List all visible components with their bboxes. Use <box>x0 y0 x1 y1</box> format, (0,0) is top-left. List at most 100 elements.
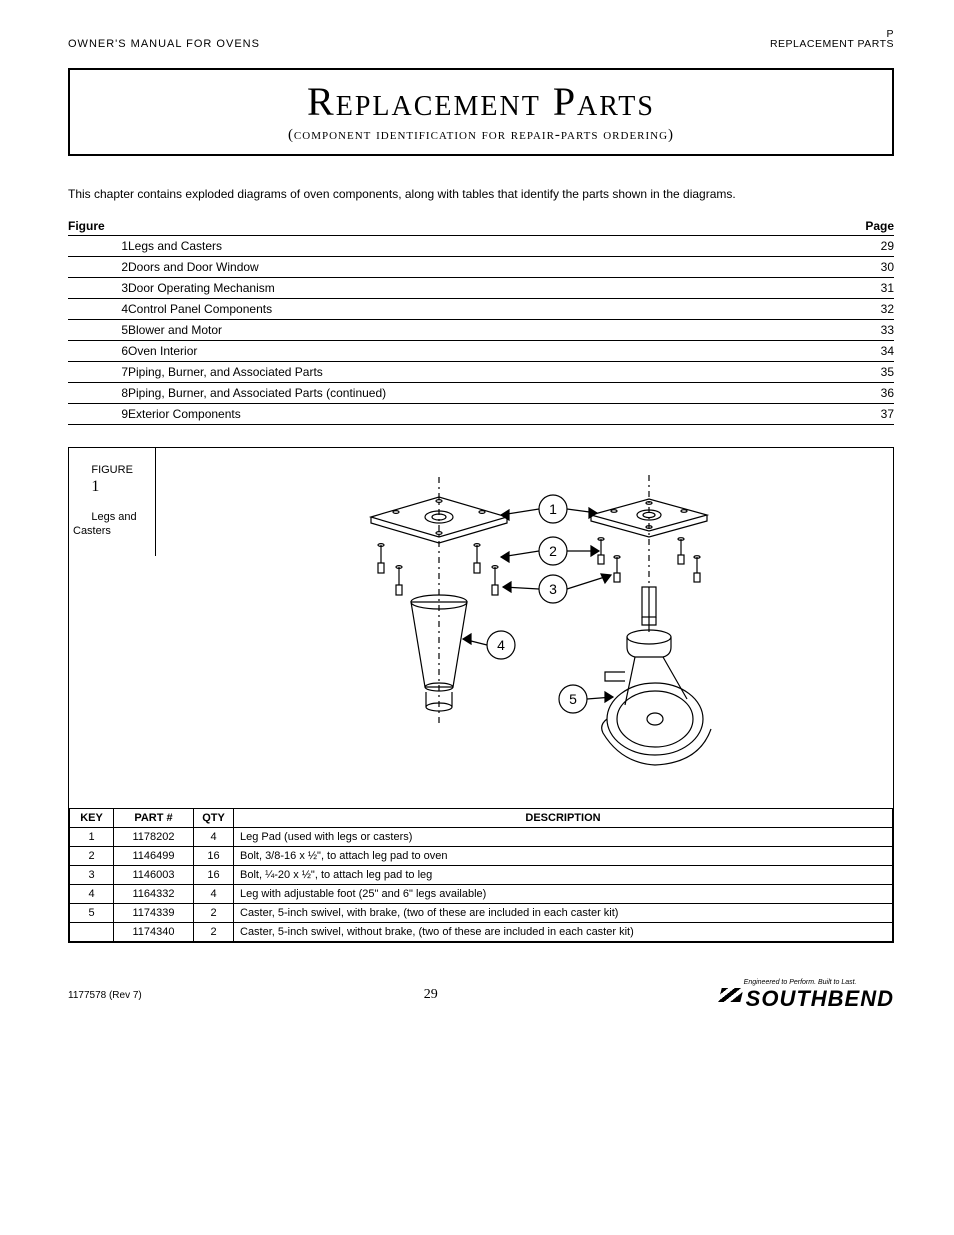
toc-head-figure: Figure <box>68 217 128 236</box>
footer-revision: 1177578 (Rev 7) <box>68 990 142 1001</box>
toc-title: Door Operating Mechanism <box>128 277 834 298</box>
parts-desc: Bolt, 3/8-16 x ½", to attach leg pad to … <box>234 846 893 865</box>
parts-desc: Caster, 5-inch swivel, with brake, (two … <box>234 903 893 922</box>
toc-row: 6Oven Interior34 <box>68 340 894 361</box>
parts-key: 2 <box>70 846 114 865</box>
toc-page: 30 <box>834 256 894 277</box>
toc-page: 36 <box>834 382 894 403</box>
parts-row: 411643324Leg with adjustable foot (25" a… <box>70 884 893 903</box>
parts-part: 1174339 <box>114 903 194 922</box>
parts-table: KEY PART # QTY DESCRIPTION 111782024Leg … <box>69 808 893 942</box>
toc-fig: 1 <box>68 235 128 256</box>
parts-head-part: PART # <box>114 808 194 827</box>
parts-desc: Bolt, ¼-20 x ½", to attach leg pad to le… <box>234 865 893 884</box>
parts-head-qty: QTY <box>194 808 234 827</box>
parts-key: 3 <box>70 865 114 884</box>
parts-row: 111782024Leg Pad (used with legs or cast… <box>70 827 893 846</box>
toc-row: 3Door Operating Mechanism31 <box>68 277 894 298</box>
toc-title: Piping, Burner, and Associated Parts <box>128 361 834 382</box>
toc-fig: 9 <box>68 403 128 424</box>
callout-1: 1 <box>549 501 557 517</box>
parts-key: 4 <box>70 884 114 903</box>
parts-qty: 2 <box>194 903 234 922</box>
toc-title: Doors and Door Window <box>128 256 834 277</box>
parts-head-key: KEY <box>70 808 114 827</box>
parts-key: 1 <box>70 827 114 846</box>
parts-qty: 4 <box>194 827 234 846</box>
toc-fig: 5 <box>68 319 128 340</box>
page-title: Replacement Parts <box>70 78 892 125</box>
parts-part: 1178202 <box>114 827 194 846</box>
logo-flag-icon <box>718 988 743 1002</box>
parts-qty: 16 <box>194 846 234 865</box>
parts-desc: Leg with adjustable foot (25" and 6" leg… <box>234 884 893 903</box>
toc-title: Control Panel Components <box>128 298 834 319</box>
parts-qty: 2 <box>194 922 234 941</box>
page-subtitle: (component identification for repair-par… <box>70 127 892 144</box>
toc-page: 33 <box>834 319 894 340</box>
figure-diagram: 1 2 3 4 5 <box>69 448 893 808</box>
header-left: OWNER'S MANUAL FOR OVENS <box>68 38 260 50</box>
figure-1-box: FIGURE 1 Legs and Casters <box>68 447 894 943</box>
toc-page: 34 <box>834 340 894 361</box>
toc-row: 7Piping, Burner, and Associated Parts35 <box>68 361 894 382</box>
toc-row: 8Piping, Burner, and Associated Parts (c… <box>68 382 894 403</box>
figure-toc-table: Figure Page 1Legs and Casters29 2Doors a… <box>68 217 894 425</box>
toc-head-blank <box>128 217 834 236</box>
parts-row: 2114649916Bolt, 3/8-16 x ½", to attach l… <box>70 846 893 865</box>
parts-header-row: KEY PART # QTY DESCRIPTION <box>70 808 893 827</box>
parts-desc: Leg Pad (used with legs or casters) <box>234 827 893 846</box>
callout-4: 4 <box>497 637 505 653</box>
toc-fig: 6 <box>68 340 128 361</box>
logo-text: SOUTHBEND <box>746 986 894 1012</box>
toc-page: 29 <box>834 235 894 256</box>
toc-fig: 8 <box>68 382 128 403</box>
running-header: OWNER'S MANUAL FOR OVENS P REPLACEMENT P… <box>68 0 894 50</box>
parts-part: 1174340 <box>114 922 194 941</box>
toc-title: Exterior Components <box>128 403 834 424</box>
parts-part: 1164332 <box>114 884 194 903</box>
figure-number: 1 <box>91 478 99 495</box>
parts-key <box>70 922 114 941</box>
page-footer: 1177578 (Rev 7) 29 Engineered to Perform… <box>68 979 894 1012</box>
parts-key: 5 <box>70 903 114 922</box>
toc-page: 37 <box>834 403 894 424</box>
toc-page: 35 <box>834 361 894 382</box>
toc-fig: 3 <box>68 277 128 298</box>
parts-head-desc: DESCRIPTION <box>234 808 893 827</box>
callout-5: 5 <box>569 691 577 707</box>
toc-row: 2Doors and Door Window30 <box>68 256 894 277</box>
footer-page-number: 29 <box>424 987 438 1003</box>
toc-title: Blower and Motor <box>128 319 834 340</box>
callout-3: 3 <box>549 581 557 597</box>
toc-header-row: Figure Page <box>68 217 894 236</box>
parts-part: 1146499 <box>114 846 194 865</box>
toc-row: 4Control Panel Components32 <box>68 298 894 319</box>
toc-page: 31 <box>834 277 894 298</box>
toc-title: Piping, Burner, and Associated Parts (co… <box>128 382 834 403</box>
toc-body: 1Legs and Casters29 2Doors and Door Wind… <box>68 235 894 424</box>
header-right: P REPLACEMENT PARTS <box>770 28 894 50</box>
toc-row: 5Blower and Motor33 <box>68 319 894 340</box>
parts-desc: Caster, 5-inch swivel, without brake, (t… <box>234 922 893 941</box>
figure-label: FIGURE <box>91 464 133 476</box>
exploded-diagram-icon: 1 2 3 4 5 <box>201 467 761 807</box>
toc-fig: 7 <box>68 361 128 382</box>
parts-row: 11743402Caster, 5-inch swivel, without b… <box>70 922 893 941</box>
figure-tab: FIGURE 1 Legs and Casters <box>68 447 156 557</box>
toc-row: 9Exterior Components37 <box>68 403 894 424</box>
parts-qty: 4 <box>194 884 234 903</box>
parts-part: 1146003 <box>114 865 194 884</box>
southbend-logo-icon: Engineered to Perform. Built to Last. SO… <box>720 979 894 1012</box>
callout-2: 2 <box>549 543 557 559</box>
toc-title: Oven Interior <box>128 340 834 361</box>
toc-fig: 2 <box>68 256 128 277</box>
toc-head-page: Page <box>834 217 894 236</box>
parts-row: 511743392Caster, 5-inch swivel, with bra… <box>70 903 893 922</box>
toc-title: Legs and Casters <box>128 235 834 256</box>
page-title-box: Replacement Parts (component identificat… <box>68 68 894 156</box>
toc-fig: 4 <box>68 298 128 319</box>
parts-body: 111782024Leg Pad (used with legs or cast… <box>70 827 893 941</box>
intro-paragraph: This chapter contains exploded diagrams … <box>68 186 894 203</box>
toc-row: 1Legs and Casters29 <box>68 235 894 256</box>
